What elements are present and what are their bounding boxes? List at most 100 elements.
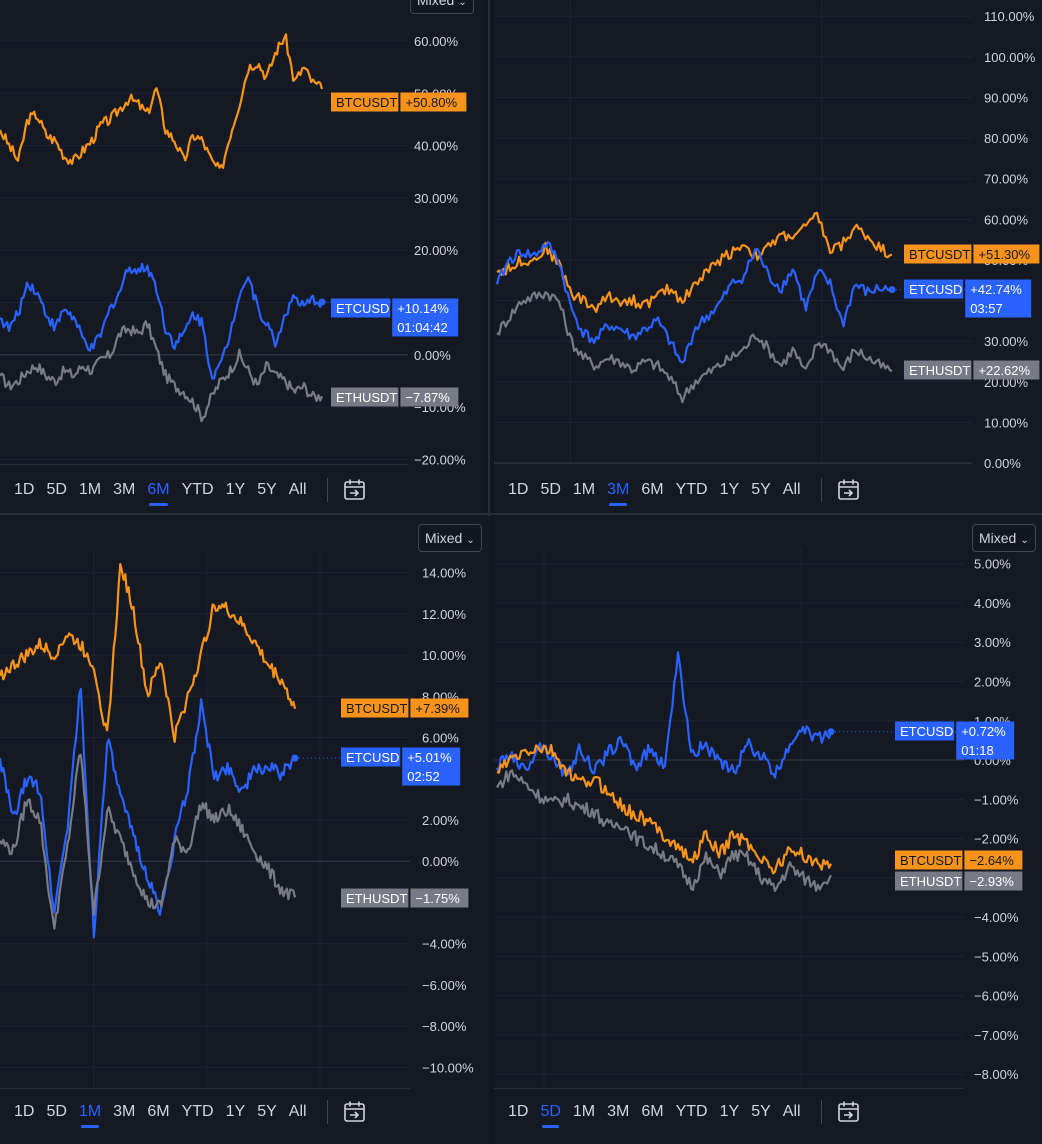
series-line-ethusdt[interactable] [496, 291, 893, 404]
series-line-btcusdt[interactable] [0, 33, 324, 169]
timeframe-button-6m[interactable]: 6M [641, 481, 664, 498]
timeframe-button-5d[interactable]: 5D [46, 481, 67, 498]
timeframe-toolbar: 1D 5D 1M 3M 6M YTD 1Y 5Y All [494, 470, 1042, 510]
timeframe-button-5y[interactable]: 5Y [257, 1103, 277, 1120]
series-name-tag [341, 888, 409, 908]
timeframe-button-all[interactable]: All [288, 1103, 307, 1120]
series-label-etcusd[interactable]: ETCUSD +10.14% 01:04:42 [331, 298, 459, 337]
timeframe-button-5y[interactable]: 5Y [751, 481, 771, 498]
go-to-date-button[interactable] [832, 473, 866, 507]
timeframe-button-5d[interactable]: 5D [540, 481, 561, 498]
series-label-ethusdt[interactable]: ETHUSDT −2.93% [895, 871, 1023, 891]
series-line-btcusdt[interactable] [496, 743, 832, 875]
series-name-text: ETHUSDT [336, 390, 397, 405]
timeframe-button-1m[interactable]: 1M [572, 1103, 596, 1120]
toolbar-separator [326, 478, 328, 502]
series-value-text: +10.14% [397, 301, 449, 316]
series-line-etcusd[interactable] [495, 241, 893, 364]
series-label-ethusdt[interactable]: ETHUSDT +22.62% [904, 360, 1040, 380]
series-name-text: ETHUSDT [346, 891, 407, 906]
timeframe-button-6m[interactable]: 6M [641, 1103, 664, 1120]
series-name-tag [895, 871, 963, 891]
timeframe-button-1d[interactable]: 1D [508, 481, 529, 498]
go-to-date-button[interactable] [338, 473, 372, 507]
chart-svg[interactable]: 60.00%50.00%40.00%30.00%20.00%10.00%0.00… [0, 0, 486, 512]
timeframe-button-1m[interactable]: 1M [572, 481, 596, 498]
scale-mode-dropdown[interactable]: Mixed ⌄ [972, 524, 1036, 552]
timeframe-button-1d[interactable]: 1D [508, 1103, 529, 1120]
timeframe-button-ytd[interactable]: YTD [675, 481, 708, 498]
timeframe-button-5y[interactable]: 5Y [751, 1103, 771, 1120]
timeframe-button-3m[interactable]: 3M [607, 1103, 630, 1120]
timeframe-button-1m[interactable]: 1M [73, 1094, 107, 1130]
series-name-tag [895, 850, 963, 870]
series-value-tag [402, 747, 461, 786]
series-label-ethusdt[interactable]: ETHUSDT −1.75% [341, 888, 469, 908]
chart-svg[interactable]: 110.00%100.00%90.00%80.00%70.00%60.00%50… [494, 0, 1042, 512]
series-line-etcusd[interactable] [496, 651, 833, 779]
timeframe-button-1d[interactable]: 1D [14, 1103, 35, 1120]
series-line-btcusdt[interactable] [0, 563, 297, 743]
timeframe-button-5d[interactable]: 5D [46, 1103, 67, 1120]
y-tick-label: −5.00% [974, 949, 1019, 964]
series-name-text: ETCUSD [336, 301, 389, 316]
chart-panel-bottom-right[interactable]: 5.00% 4.00% 3.00% 2.00% 1.00% 0.00% −1.00% −2.0… [494, 516, 1042, 1144]
timeframe-button-3m[interactable]: 3M [113, 1103, 136, 1120]
timeframe-button-3m[interactable]: 3M [113, 481, 136, 498]
series-label-btcusdt[interactable]: BTCUSDT +50.80% [331, 92, 467, 112]
series-label-etcusd[interactable]: ETCUSD +5.01% 02:52 [341, 747, 461, 786]
series-value-text: +22.62% [978, 363, 1030, 378]
series-line-etcusd[interactable] [0, 687, 296, 939]
scale-mode-dropdown[interactable]: Mixed ⌄ [410, 0, 474, 14]
series-name-tag [904, 279, 964, 299]
timeframe-button-1y[interactable]: 1Y [225, 481, 246, 498]
series-label-etcusd[interactable]: ETCUSD +0.72% 01:18 [895, 721, 1015, 760]
chart-svg[interactable]: 5.00%4.00%3.00%2.00%1.00%0.00%−1.00%−2.0… [494, 516, 1042, 1144]
chart-panel-bottom-left[interactable]: 14.00% 12.00% 10.00% 8.00% 6.00% 2.00% 0.00% −4… [0, 516, 490, 1144]
go-to-date-button[interactable] [338, 1095, 372, 1129]
timeframe-button-ytd[interactable]: YTD [181, 1103, 214, 1120]
series-line-ethusdt[interactable] [0, 320, 324, 423]
scale-mode-dropdown[interactable]: Mixed ⌄ [418, 524, 482, 552]
go-to-date-button[interactable] [832, 1095, 866, 1129]
timeframe-button-6m[interactable]: 6M [147, 1103, 170, 1120]
series-value-text: +7.39% [415, 701, 460, 716]
timeframe-button-ytd[interactable]: YTD [181, 481, 214, 498]
timeframe-button-1y[interactable]: 1Y [719, 481, 740, 498]
timeframe-toolbar: 1D 5D 1M 3M 6M YTD 1Y 5Y All [494, 1092, 1042, 1132]
chart-bottom-border [0, 1088, 410, 1089]
y-tick-label: 2.00% [422, 813, 459, 828]
timeframe-button-6m[interactable]: 6M [141, 472, 175, 508]
series-line-ethusdt[interactable] [0, 753, 297, 930]
series-label-etcusd[interactable]: ETCUSD +42.74% 03:57 [904, 279, 1032, 318]
series-line-etcusd[interactable] [0, 262, 324, 380]
series-value-tag [400, 92, 467, 112]
timeframe-button-all[interactable]: All [288, 481, 307, 498]
series-label-ethusdt[interactable]: ETHUSDT −7.87% [331, 387, 459, 407]
timeframe-button-1y[interactable]: 1Y [225, 1103, 246, 1120]
y-tick-label: 20.00% [414, 243, 459, 258]
series-line-ethusdt[interactable] [496, 769, 832, 892]
series-name-tag [341, 698, 409, 718]
timeframe-button-all[interactable]: All [782, 481, 801, 498]
timeframe-button-ytd[interactable]: YTD [675, 1103, 708, 1120]
timeframe-button-5d[interactable]: 5D [534, 1094, 566, 1130]
series-label-btcusdt[interactable]: BTCUSDT +51.30% [904, 244, 1040, 264]
timeframe-button-1y[interactable]: 1Y [719, 1103, 740, 1120]
timeframe-button-1d[interactable]: 1D [14, 481, 35, 498]
chart-panel-top-left[interactable]: 60.00%50.00%40.00%30.00%20.00%10.00%0.00… [0, 0, 486, 512]
timeframe-button-5y[interactable]: 5Y [257, 481, 277, 498]
timeframe-button-1m[interactable]: 1M [78, 481, 102, 498]
chart-panel-top-right[interactable]: 110.00%100.00%90.00%80.00%70.00%60.00%50… [494, 0, 1042, 512]
series-name-tag [341, 747, 401, 767]
timeframe-button-all[interactable]: All [782, 1103, 801, 1120]
series-label-btcusdt[interactable]: BTCUSDT +7.39% [341, 698, 469, 718]
series-label-btcusdt[interactable]: BTCUSDT −2.64% [895, 850, 1023, 870]
calendar-goto-icon [343, 479, 365, 500]
y-tick-label: 40.00% [414, 139, 459, 154]
y-tick-label: 60.00% [984, 212, 1029, 227]
timeframe-button-3m[interactable]: 3M [601, 472, 635, 508]
series-value-tag [964, 871, 1023, 891]
series-value-tag [973, 244, 1040, 264]
chart-svg[interactable]: 14.00%12.00%10.00%8.00%6.00%2.00%0.00%−4… [0, 516, 490, 1144]
